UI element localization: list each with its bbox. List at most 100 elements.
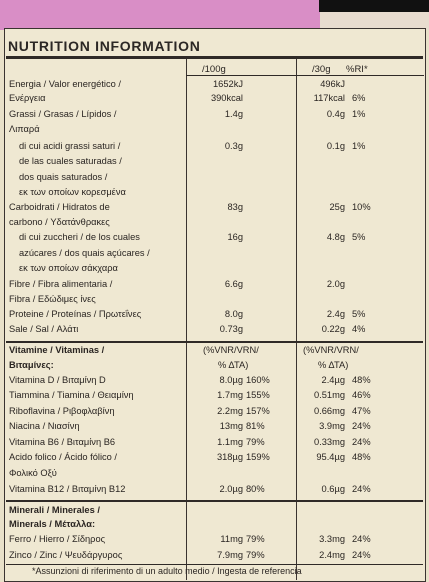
per-30g-nrv: 24% <box>352 421 371 431</box>
per-30g-nrv: 24% <box>352 484 371 494</box>
per-30g-value: 496kJ <box>320 79 345 89</box>
vitamins-rule <box>6 341 423 343</box>
nutrient-name: dos quais saturados / <box>19 172 108 182</box>
header-rule <box>186 75 424 76</box>
vitamin-name: Φολικό Οξύ <box>9 468 57 478</box>
nutrient-row: dos quais saturados / <box>0 169 429 185</box>
mineral-name: Ferro / Hierro / Σίδηρος <box>9 534 106 544</box>
per-100g-value: 1.4g <box>224 109 243 119</box>
nutrient-row: εκ των οποίων σάκχαρα <box>0 260 429 276</box>
vitamin-name: Vitamina D / Βιταμίνη D <box>9 375 106 385</box>
per-30g-nrv: 48% <box>352 452 371 462</box>
per-100g-value: 2.2mg <box>217 406 243 416</box>
per-100g-nrv: 159% <box>246 452 270 462</box>
nutrient-name: Fibra / Εδώδιμες ίνες <box>9 294 96 304</box>
nutrient-row: Fibra / Εδώδιμες ίνες <box>0 291 429 307</box>
vitamins-col-2-note: (%VNR/VRN/ <box>303 345 359 355</box>
per-30g-nrv: 24% <box>352 550 371 560</box>
ri-percent: 1% <box>352 109 366 119</box>
vitamins-col-1-note-2: % ΔΤΑ) <box>218 360 249 370</box>
mineral-name: Zinco / Zinc / Ψευδάργυρος <box>9 550 123 560</box>
nutrient-row: Carboidrati / Hidratos de 83g 25g 10% <box>0 199 429 215</box>
per-30g-value: 2.0g <box>326 279 345 289</box>
nutrient-name: Λιπαρά <box>9 124 40 134</box>
nutrient-row: di cui acidi grassi saturi / 0.3g 0.1g 1% <box>0 138 429 154</box>
column-divider-1 <box>186 59 187 580</box>
per-100g-nrv: 81% <box>246 421 265 431</box>
per-100g-value: 1652kJ <box>213 79 243 89</box>
minerals-heading: Minerali / Minerales / <box>9 505 100 515</box>
vitamins-header-row-2: Βιταμίνες: % ΔΤΑ) % ΔΤΑ) <box>0 357 429 373</box>
per-30g-value: 25g <box>329 202 345 212</box>
nutrient-name: azúcares / dos quais açúcares / <box>19 248 150 258</box>
vitamins-heading: Vitamine / Vitaminas / <box>9 345 105 355</box>
per-100g-value: 83g <box>227 202 243 212</box>
vitamin-row: Acido folico / Ácido fólico / 318µg 159% 95… <box>0 449 429 465</box>
vitamin-name: Riboflavina / Ριβοφλαβίνη <box>9 406 115 416</box>
nutrient-row: Sale / Sal / Αλάτι 0.73g 0.22g 4% <box>0 321 429 337</box>
nutrient-row: azúcares / dos quais açúcares / <box>0 245 429 261</box>
per-30g-value: 0.22g <box>321 324 345 334</box>
nutrient-row: di cui zuccheri / de los cuales 16g 4.8g 5% <box>0 229 429 245</box>
per-30g-value: 0.33mg <box>313 437 345 447</box>
per-30g-value: 3.9mg <box>319 421 345 431</box>
nutrient-name: Carboidrati / Hidratos de <box>9 202 110 212</box>
nutrient-name: Ενέργεια <box>9 93 46 103</box>
nutrient-name: Energia / Valor energético / <box>9 79 121 89</box>
per-30g-nrv: 47% <box>352 406 371 416</box>
nutrient-name: Grassi / Grasas / Lípidos / <box>9 109 117 119</box>
per-100g-nrv: 160% <box>246 375 270 385</box>
vitamin-name: Vitamina B12 / Βιταμίνη B12 <box>9 484 126 494</box>
per-100g-value: 318µg <box>216 452 243 462</box>
ri-percent: 10% <box>352 202 371 212</box>
per-30g-value: 0.4g <box>326 109 345 119</box>
vitamins-col-1-note: (%VNR/VRN/ <box>203 345 259 355</box>
per-30g-header: /30g <box>312 64 331 75</box>
per-100g-value: 2.0µg <box>219 484 243 494</box>
ri-percent: 5% <box>352 309 366 319</box>
per-100g-nrv: 79% <box>246 534 265 544</box>
nutrition-title: NUTRITION INFORMATION <box>8 38 201 54</box>
minerals-heading-greek: Minerals / Μέταλλα: <box>9 519 96 529</box>
per-30g-value: 0.6µg <box>321 484 345 494</box>
vitamin-row: Niacina / Νιασίνη 13mg 81% 3.9mg 24% <box>0 418 429 434</box>
per-30g-value: 0.66mg <box>313 406 345 416</box>
mineral-row: Zinco / Zinc / Ψευδάργυρος 7.9mg 79% 2.4mg 2… <box>0 547 429 563</box>
footnote-rule <box>6 564 423 565</box>
vitamin-row: Vitamina D / Βιταμίνη D 8.0µg 160% 2.4µg 48% <box>0 372 429 388</box>
nutrient-row: de las cuales saturadas / <box>0 153 429 169</box>
per-100g-value: 13mg <box>219 421 243 431</box>
per-30g-value: 4.8g <box>326 232 345 242</box>
title-rule <box>6 56 423 59</box>
nutrient-name: de las cuales saturadas / <box>19 156 122 166</box>
ri-header: %RI* <box>346 64 368 75</box>
minerals-rule <box>6 500 423 502</box>
column-divider-2 <box>296 59 297 580</box>
per-100g-nrv: 79% <box>246 437 265 447</box>
ri-percent: 1% <box>352 141 366 151</box>
vitamins-col-2-note-2: % ΔΤΑ) <box>318 360 349 370</box>
per-100g-value: 11mg <box>220 534 243 544</box>
nutrient-row: carbono / Υδατάνθρακες <box>0 214 429 230</box>
nutrient-row: Energia / Valor energético / 1652kJ 496kJ <box>0 76 429 92</box>
per-100g-value: 8.0g <box>224 309 243 319</box>
vitamin-row: Φολικό Οξύ <box>0 465 429 481</box>
per-30g-value: 2.4µg <box>321 375 345 385</box>
per-30g-value: 3.3mg <box>319 534 345 544</box>
per-100g-nrv: 80% <box>246 484 265 494</box>
per-30g-value: 117kcal <box>313 93 345 103</box>
vitamins-header-row-1: Vitamine / Vitaminas / (%VNR/VRN/ (%VNR/… <box>0 342 429 358</box>
per-100g-nrv: 79% <box>246 550 265 560</box>
per-30g-nrv: 24% <box>352 534 371 544</box>
vitamin-name: Niacina / Νιασίνη <box>9 421 80 431</box>
per-30g-nrv: 24% <box>352 437 371 447</box>
per-100g-value: 6.6g <box>224 279 243 289</box>
per-30g-value: 2.4mg <box>319 550 345 560</box>
ri-percent: 6% <box>352 93 366 103</box>
per-30g-value: 0.51mg <box>313 390 345 400</box>
per-30g-value: 95.4µg <box>316 452 345 462</box>
mineral-row: Ferro / Hierro / Σίδηρος 11mg 79% 3.3mg 24% <box>0 531 429 547</box>
nutrient-row: Proteine / Proteínas / Πρωτεΐνες 8.0g 2.4g… <box>0 306 429 322</box>
nutrient-row: Ενέργεια 390kcal 117kcal 6% <box>0 90 429 106</box>
per-100g-value: 1.1mg <box>217 437 243 447</box>
